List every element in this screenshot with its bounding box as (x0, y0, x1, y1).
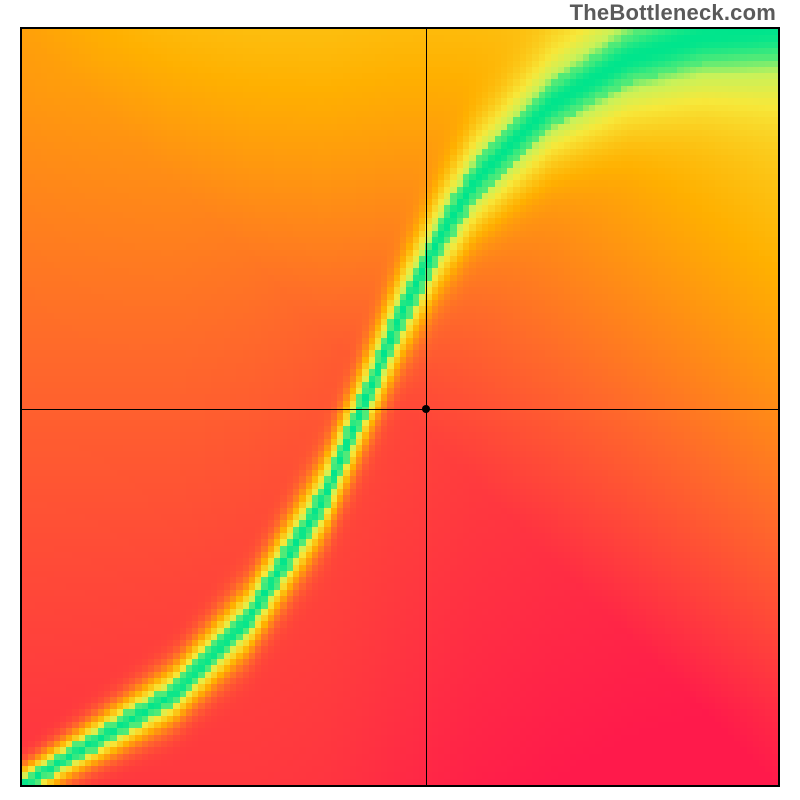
chart-frame (20, 27, 780, 787)
watermark-text: TheBottleneck.com (570, 0, 776, 26)
crosshair-horizontal (22, 409, 778, 410)
crosshair-marker (422, 405, 430, 413)
heatmap-canvas (22, 29, 778, 785)
